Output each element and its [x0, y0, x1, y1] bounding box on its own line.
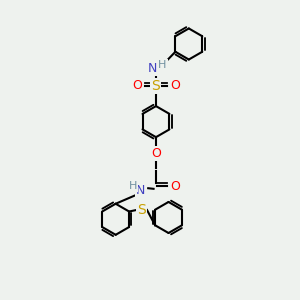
- Text: S: S: [137, 203, 146, 217]
- Text: O: O: [170, 180, 180, 193]
- Text: S: S: [152, 79, 160, 93]
- Text: N: N: [136, 184, 145, 196]
- Text: N: N: [148, 62, 157, 75]
- Text: H: H: [158, 60, 167, 70]
- Text: O: O: [151, 147, 161, 160]
- Text: O: O: [132, 79, 142, 92]
- Text: O: O: [170, 79, 180, 92]
- Text: H: H: [128, 182, 137, 191]
